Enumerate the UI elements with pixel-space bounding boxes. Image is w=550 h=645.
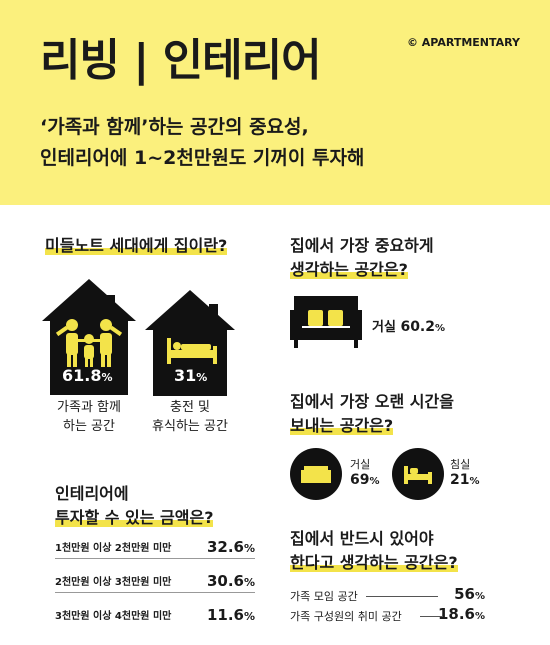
budget-row: 3천만원 이상 4천만원 미만 11.6%: [55, 606, 255, 624]
family-percent: 61.8%: [62, 366, 113, 385]
family-house-icon: [42, 279, 136, 395]
bedroom-circle: [392, 448, 444, 500]
leader-line: [366, 596, 438, 597]
subtitle-line1: ‘가족과 함께’하는 공간의 중요성,: [40, 116, 309, 138]
page-title: 리빙 | 인테리어: [40, 35, 322, 86]
sofa-icon: [301, 466, 331, 483]
longest-time-title: 집에서 가장 오랜 시간을 보내는 공간은?: [290, 392, 454, 435]
bedroom-percent: 21%: [450, 472, 480, 488]
sofa-icon: [290, 296, 362, 348]
living-room-label: 거실: [350, 458, 371, 471]
rest-percent: 31%: [174, 366, 208, 385]
important-space-title: 집에서 가장 중요하게 생각하는 공간은?: [290, 236, 434, 279]
budget-title: 인테리어에 투자할 수 있는 금액은?: [55, 484, 214, 527]
must-have-row: 가족 구성원의 취미 공간 18.6%: [290, 605, 485, 623]
family-label: 가족과 함께 하는 공간: [57, 400, 121, 434]
must-have-title: 집에서 반드시 있어야 한다고 생각하는 공간은?: [290, 529, 458, 572]
bed-house-icon: [145, 290, 235, 396]
subtitle-line2: 인테리어에 1~2천만원도 기꺼이 투자해: [40, 147, 365, 169]
leader-line: [420, 616, 442, 617]
bedroom-label: 침실: [450, 458, 471, 471]
home-meaning-title: 미들노트 세대에게 집이란?: [45, 236, 228, 255]
rest-label: 충전 및 휴식하는 공간: [152, 400, 228, 434]
living-room-percent: 69%: [350, 472, 380, 488]
credit-text: © APARTMENTARY: [406, 36, 520, 49]
bed-icon: [404, 466, 432, 484]
living-room-circle: [290, 448, 342, 500]
important-space-result: 거실 60.2%: [372, 319, 446, 335]
must-have-row: 가족 모임 공간 56%: [290, 585, 485, 603]
budget-row: 2천만원 이상 3천만원 미만 30.6%: [55, 566, 255, 593]
budget-row: 1천만원 이상 2천만원 미만 32.6%: [55, 532, 255, 559]
header-banner: 리빙 | 인테리어 © APARTMENTARY ‘가족과 함께’하는 공간의 …: [0, 0, 550, 205]
